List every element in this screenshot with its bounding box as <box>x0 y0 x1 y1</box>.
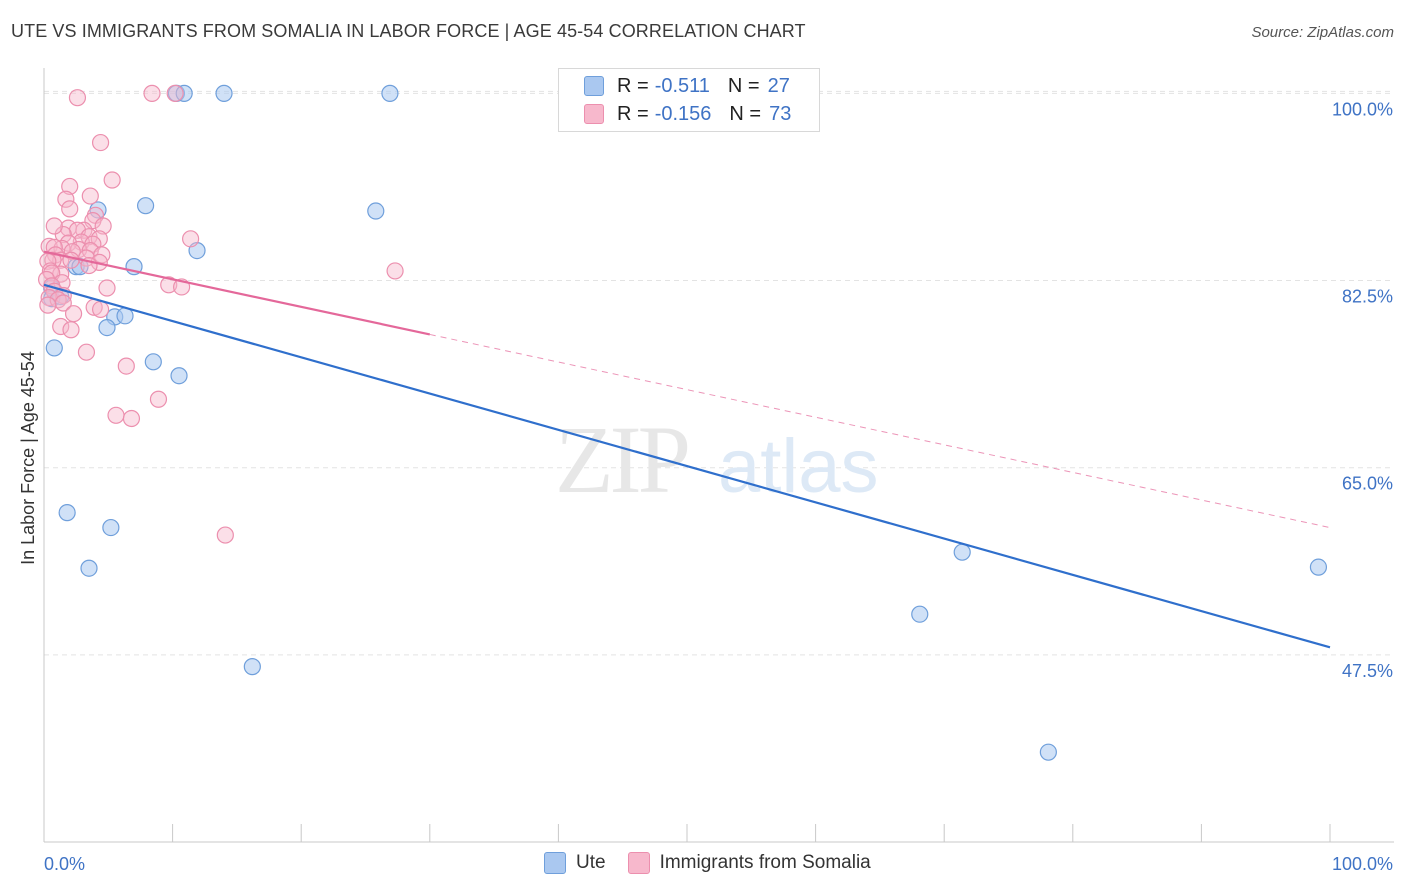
somalia-point <box>62 321 80 339</box>
somalia-point <box>143 84 161 102</box>
somalia-point <box>52 317 70 336</box>
ute-trend-line <box>43 283 1331 649</box>
series-legend: Ute Immigrants from Somalia <box>544 852 893 874</box>
somalia-point <box>386 262 404 280</box>
y-tick-label: 65.0% <box>1342 474 1393 494</box>
somalia-point <box>91 300 110 319</box>
n-label: N = <box>727 74 760 97</box>
ute-point <box>381 84 399 102</box>
somalia-point <box>62 251 80 269</box>
somalia-point <box>77 343 96 361</box>
r-value: -0.156 <box>654 102 712 125</box>
somalia-point <box>166 84 184 102</box>
ute-point <box>1309 558 1328 576</box>
somalia-point <box>63 243 81 261</box>
ute-swatch <box>584 76 604 96</box>
ute-point <box>98 318 116 337</box>
somalia-point <box>149 390 168 408</box>
axis-layer <box>43 68 1394 843</box>
somalia-point <box>81 187 99 205</box>
ute-point <box>45 339 63 357</box>
x-tick-label-min: 0.0% <box>44 854 85 874</box>
n-label: N = <box>729 102 762 125</box>
somalia-point <box>216 526 234 544</box>
somalia-point <box>91 133 110 152</box>
label-layer: 100.0% 82.5% 65.0% 47.5% 0.0% 100.0% In Labor … <box>18 99 1393 874</box>
somalia-point <box>122 409 141 428</box>
y-tick-label: 100.0% <box>1332 99 1393 119</box>
somalia-point <box>117 357 135 375</box>
somalia-legend-swatch <box>627 852 650 874</box>
ute-point <box>1039 743 1057 761</box>
somalia-point <box>57 190 75 208</box>
n-value: 27 <box>767 74 790 97</box>
somalia-point <box>98 279 116 297</box>
somalia-point <box>107 406 125 424</box>
y-tick-label: 82.5% <box>1342 287 1393 307</box>
somalia-point <box>94 217 112 235</box>
ute-point <box>170 367 188 385</box>
somalia-point <box>61 177 79 196</box>
ute-point <box>136 197 155 215</box>
somalia-point <box>182 230 200 248</box>
somalia-point <box>45 217 63 235</box>
ute-point <box>215 84 233 102</box>
somalia-trend-line <box>43 250 431 336</box>
ute-point <box>911 605 929 623</box>
grid-layer <box>44 90 1394 656</box>
legend-item-ute[interactable]: Ute <box>544 852 606 874</box>
watermark-zip: ZIP <box>555 406 688 513</box>
ute-point <box>80 559 98 577</box>
legend-label-ute: Ute <box>576 852 606 873</box>
somalia-swatch <box>584 104 604 124</box>
r-label: R = <box>617 74 649 97</box>
chart-title: UTE VS IMMIGRANTS FROM SOMALIA IN LABOR … <box>11 21 806 41</box>
somalia-point <box>64 305 83 323</box>
somalia-point <box>49 291 67 309</box>
legend-item-somalia[interactable]: Immigrants from Somalia <box>627 852 871 874</box>
ute-point <box>102 518 120 537</box>
ute-point <box>953 543 971 561</box>
ute-point <box>58 504 76 522</box>
trend-layer <box>43 250 1331 649</box>
ute-point <box>367 202 385 220</box>
somalia-point <box>39 296 57 314</box>
legend-label-somalia: Immigrants from Somalia <box>659 852 871 873</box>
somalia-point <box>160 276 178 294</box>
somalia-point <box>40 237 58 255</box>
ute-legend-swatch <box>544 852 566 874</box>
x-tick-label-max: 100.0% <box>1332 854 1393 874</box>
stats-legend-row-ute: R = -0.511 N = 27 <box>584 74 790 98</box>
ute-point <box>144 353 162 371</box>
source-label: Source: ZipAtlas.com <box>1251 24 1394 41</box>
somalia-point <box>44 251 62 269</box>
somalia-point <box>54 225 72 244</box>
somalia-point <box>103 171 121 189</box>
somalia-point <box>61 200 79 218</box>
stats-legend: R = -0.511 N = 27 R = -0.156 N = 73 <box>558 68 820 132</box>
ute-point <box>243 658 261 676</box>
y-tick-label: 47.5% <box>1342 661 1393 681</box>
watermark-atlas: atlas <box>718 424 879 509</box>
watermark: ZIP atlas <box>555 406 879 513</box>
y-axis-label: In Labor Force | Age 45-54 <box>18 351 38 565</box>
r-label: R = <box>617 102 649 125</box>
somalia-point <box>68 89 87 107</box>
r-value: -0.511 <box>654 74 710 97</box>
n-value: 73 <box>769 102 792 125</box>
ute-point <box>175 84 193 102</box>
stats-legend-row-somalia: R = -0.156 N = 73 <box>584 102 792 126</box>
